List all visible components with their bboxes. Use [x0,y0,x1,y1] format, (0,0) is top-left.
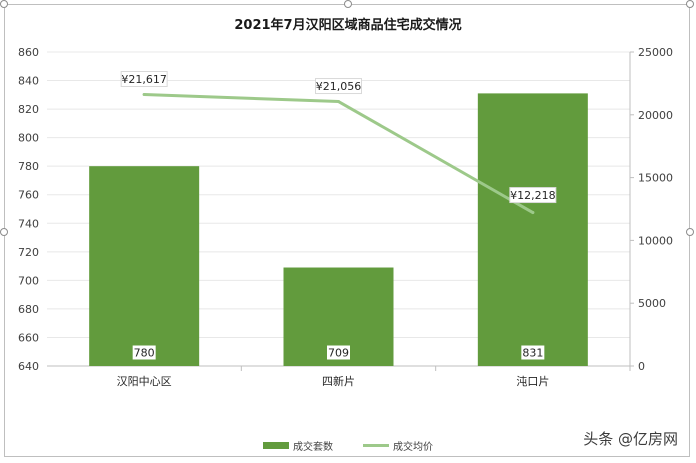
y-right-tick-label: 20000 [638,109,673,122]
legend-item-bar: 成交套数 [263,438,333,453]
watermark: 头条 @亿房网 [583,430,678,448]
bar-value-label: 780 [134,347,155,360]
legend-label-bar: 成交套数 [293,442,333,453]
line-value-label: ¥21,056 [316,80,362,93]
legend-item-line: 成交均价 [363,438,433,453]
y-left-tick-label: 760 [18,189,39,202]
y-left-tick-label: 780 [18,160,39,173]
resize-handle-middle-left[interactable] [0,228,8,236]
line-label-box [315,78,362,95]
bar [89,166,200,366]
x-category-label: 四新片 [322,374,355,388]
y-left-tick-label: 640 [18,360,39,373]
resize-handle-top-left[interactable] [0,0,8,8]
y-left-tick-label: 800 [18,132,39,145]
y-left-tick-label: 680 [18,303,39,316]
line-value-label: ¥12,218 [510,189,556,202]
resize-handle-top-right[interactable] [686,0,694,8]
line-point [337,100,340,104]
bar-value-label: 709 [328,347,349,360]
bar-label-box [520,344,546,361]
legend-swatch-bar [263,442,289,449]
legend-label-line: 成交均价 [393,442,433,453]
y-left-tick-label: 740 [18,217,39,230]
chart-legend: 成交套数 成交均价 [0,438,696,453]
chart-title: 2021年7月汉阳区域商品住宅成交情况 [234,18,462,33]
bar-value-label: 831 [522,347,543,360]
y-right-tick-label: 10000 [638,234,673,247]
legend-swatch-line [363,444,389,447]
y-left-tick-label: 840 [18,75,39,88]
y-left-tick-label: 860 [18,46,39,59]
bar [477,93,588,367]
line-label-box [120,70,168,87]
bar-label-box [131,344,157,361]
line-point [142,92,146,96]
y-right-tick-label: 15000 [638,172,673,185]
y-left-tick-label: 820 [18,103,39,116]
x-category-label: 汉阳中心区 [117,375,172,388]
x-category-label: 沌口片 [516,375,549,388]
y-left-tick-label: 660 [18,331,39,344]
line-label-box [509,187,557,204]
line-value-label: ¥21,617 [121,73,167,86]
bar-label-box [326,344,351,361]
y-right-tick-label: 0 [638,360,645,373]
line-point [531,211,535,215]
y-left-tick-label: 720 [18,246,39,259]
y-left-tick-label: 700 [18,274,39,287]
resize-handle-middle-right[interactable] [686,228,694,236]
y-right-tick-label: 5000 [638,297,666,310]
y-right-tick-label: 25000 [638,46,673,59]
resize-handle-top-center[interactable] [344,0,352,8]
